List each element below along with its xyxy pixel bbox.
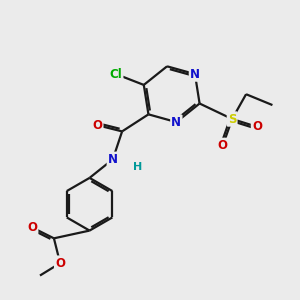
Text: N: N xyxy=(108,153,118,166)
Text: H: H xyxy=(133,162,142,172)
Text: N: N xyxy=(190,68,200,81)
Text: O: O xyxy=(55,256,65,270)
Text: O: O xyxy=(218,139,228,152)
Text: Cl: Cl xyxy=(110,68,122,81)
Text: O: O xyxy=(92,119,102,132)
Text: S: S xyxy=(228,112,236,125)
Text: O: O xyxy=(252,120,262,133)
Text: O: O xyxy=(27,221,37,234)
Text: N: N xyxy=(171,116,181,129)
